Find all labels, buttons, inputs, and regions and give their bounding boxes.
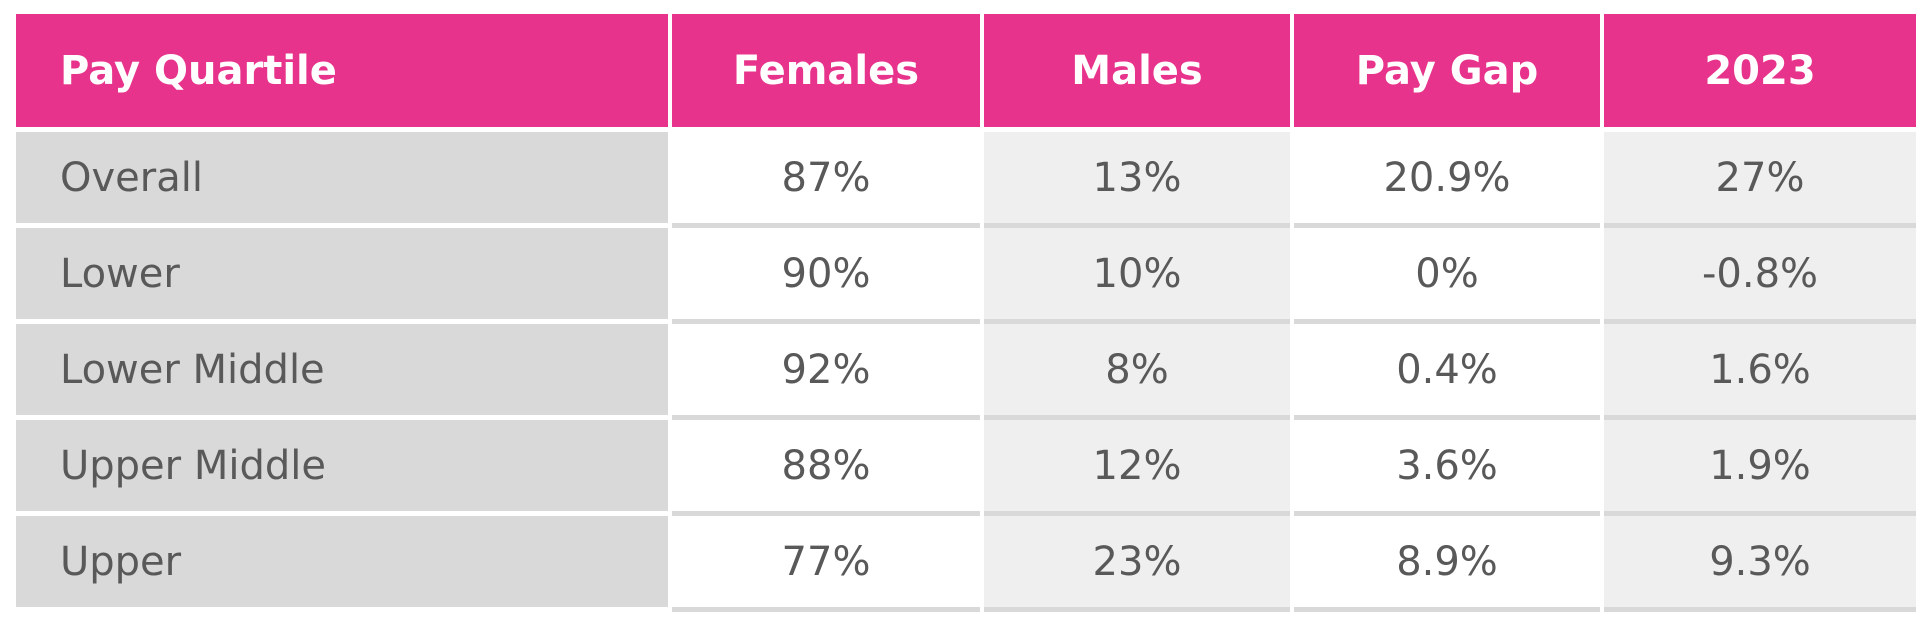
header-cell-females: Females [672,14,980,127]
cell-upper-middle-2023: 1.9% [1604,420,1916,511]
row-label-upper: Upper [16,516,668,607]
cell-overall-males: 13% [984,132,1290,223]
cell-upper-2023: 9.3% [1604,516,1916,607]
cell-upper-males: 23% [984,516,1290,607]
cell-lower-middle-2023: 1.6% [1604,324,1916,415]
header-cell-2023: 2023 [1604,14,1916,127]
header-cell-males: Males [984,14,1290,127]
cell-upper-middle-females: 88% [672,420,980,511]
row-label-overall: Overall [16,132,668,223]
row-label-upper-middle: Upper Middle [16,420,668,511]
cell-lower-females: 90% [672,228,980,319]
cell-lower-males: 10% [984,228,1290,319]
cell-lower-middle-pay-gap: 0.4% [1294,324,1600,415]
cell-lower-middle-males: 8% [984,324,1290,415]
cell-lower-pay-gap: 0% [1294,228,1600,319]
cell-upper-pay-gap: 8.9% [1294,516,1600,607]
row-label-lower: Lower [16,228,668,319]
cell-overall-pay-gap: 20.9% [1294,132,1600,223]
cell-upper-middle-males: 12% [984,420,1290,511]
cell-upper-middle-pay-gap: 3.6% [1294,420,1600,511]
cell-overall-2023: 27% [1604,132,1916,223]
cell-lower-middle-females: 92% [672,324,980,415]
row-label-lower-middle: Lower Middle [16,324,668,415]
header-cell-pay-gap: Pay Gap [1294,14,1600,127]
cell-upper-females: 77% [672,516,980,607]
header-cell-pay-quartile: Pay Quartile [16,14,668,127]
cell-lower-2023: -0.8% [1604,228,1916,319]
pay-quartile-table: Pay Quartile Females Males Pay Gap 2023 … [16,14,1916,607]
cell-overall-females: 87% [672,132,980,223]
